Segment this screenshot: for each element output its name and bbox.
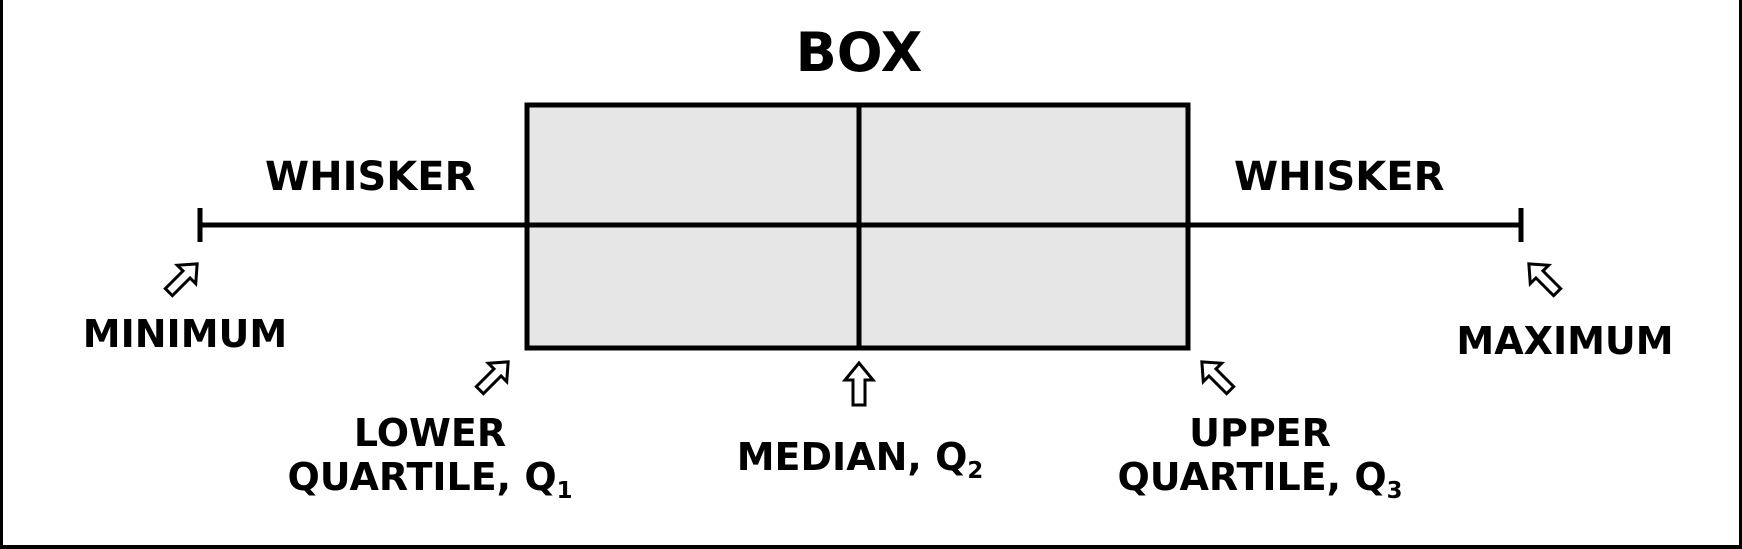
lower-quartile-label: LOWER QUARTILE, Q1 [270, 411, 590, 502]
whisker-right-label: WHISKER [1234, 154, 1445, 200]
minimum-label: MINIMUM [82, 312, 288, 356]
median-text: MEDIAN, Q [736, 435, 968, 479]
upper-quartile-line2: QUARTILE, Q3 [1100, 455, 1420, 502]
box-label: BOX [795, 21, 923, 84]
upper-quartile-line1: UPPER [1189, 411, 1331, 455]
upper-quartile-subscript: 3 [1386, 477, 1403, 504]
upper-quartile-text: QUARTILE, Q [1117, 455, 1387, 499]
lower-quartile-text: QUARTILE, Q [287, 455, 557, 499]
whisker-left-label: WHISKER [265, 154, 476, 200]
median-arrow-icon [841, 360, 877, 407]
lower-quartile-line2: QUARTILE, Q1 [270, 455, 590, 502]
median-subscript: 2 [967, 457, 984, 484]
lower-quartile-arrow-icon [474, 360, 510, 396]
upper-quartile-label: UPPER QUARTILE, Q3 [1100, 411, 1420, 502]
upper-quartile-arrow-icon [1200, 360, 1236, 396]
maximum-label: MAXIMUM [1456, 319, 1674, 363]
maximum-arrow-icon [1527, 262, 1563, 298]
minimum-arrow-icon [163, 262, 199, 298]
lower-quartile-line1: LOWER [353, 411, 507, 455]
median-label: MEDIAN, Q2 [700, 435, 1020, 482]
lower-quartile-subscript: 1 [556, 477, 573, 504]
